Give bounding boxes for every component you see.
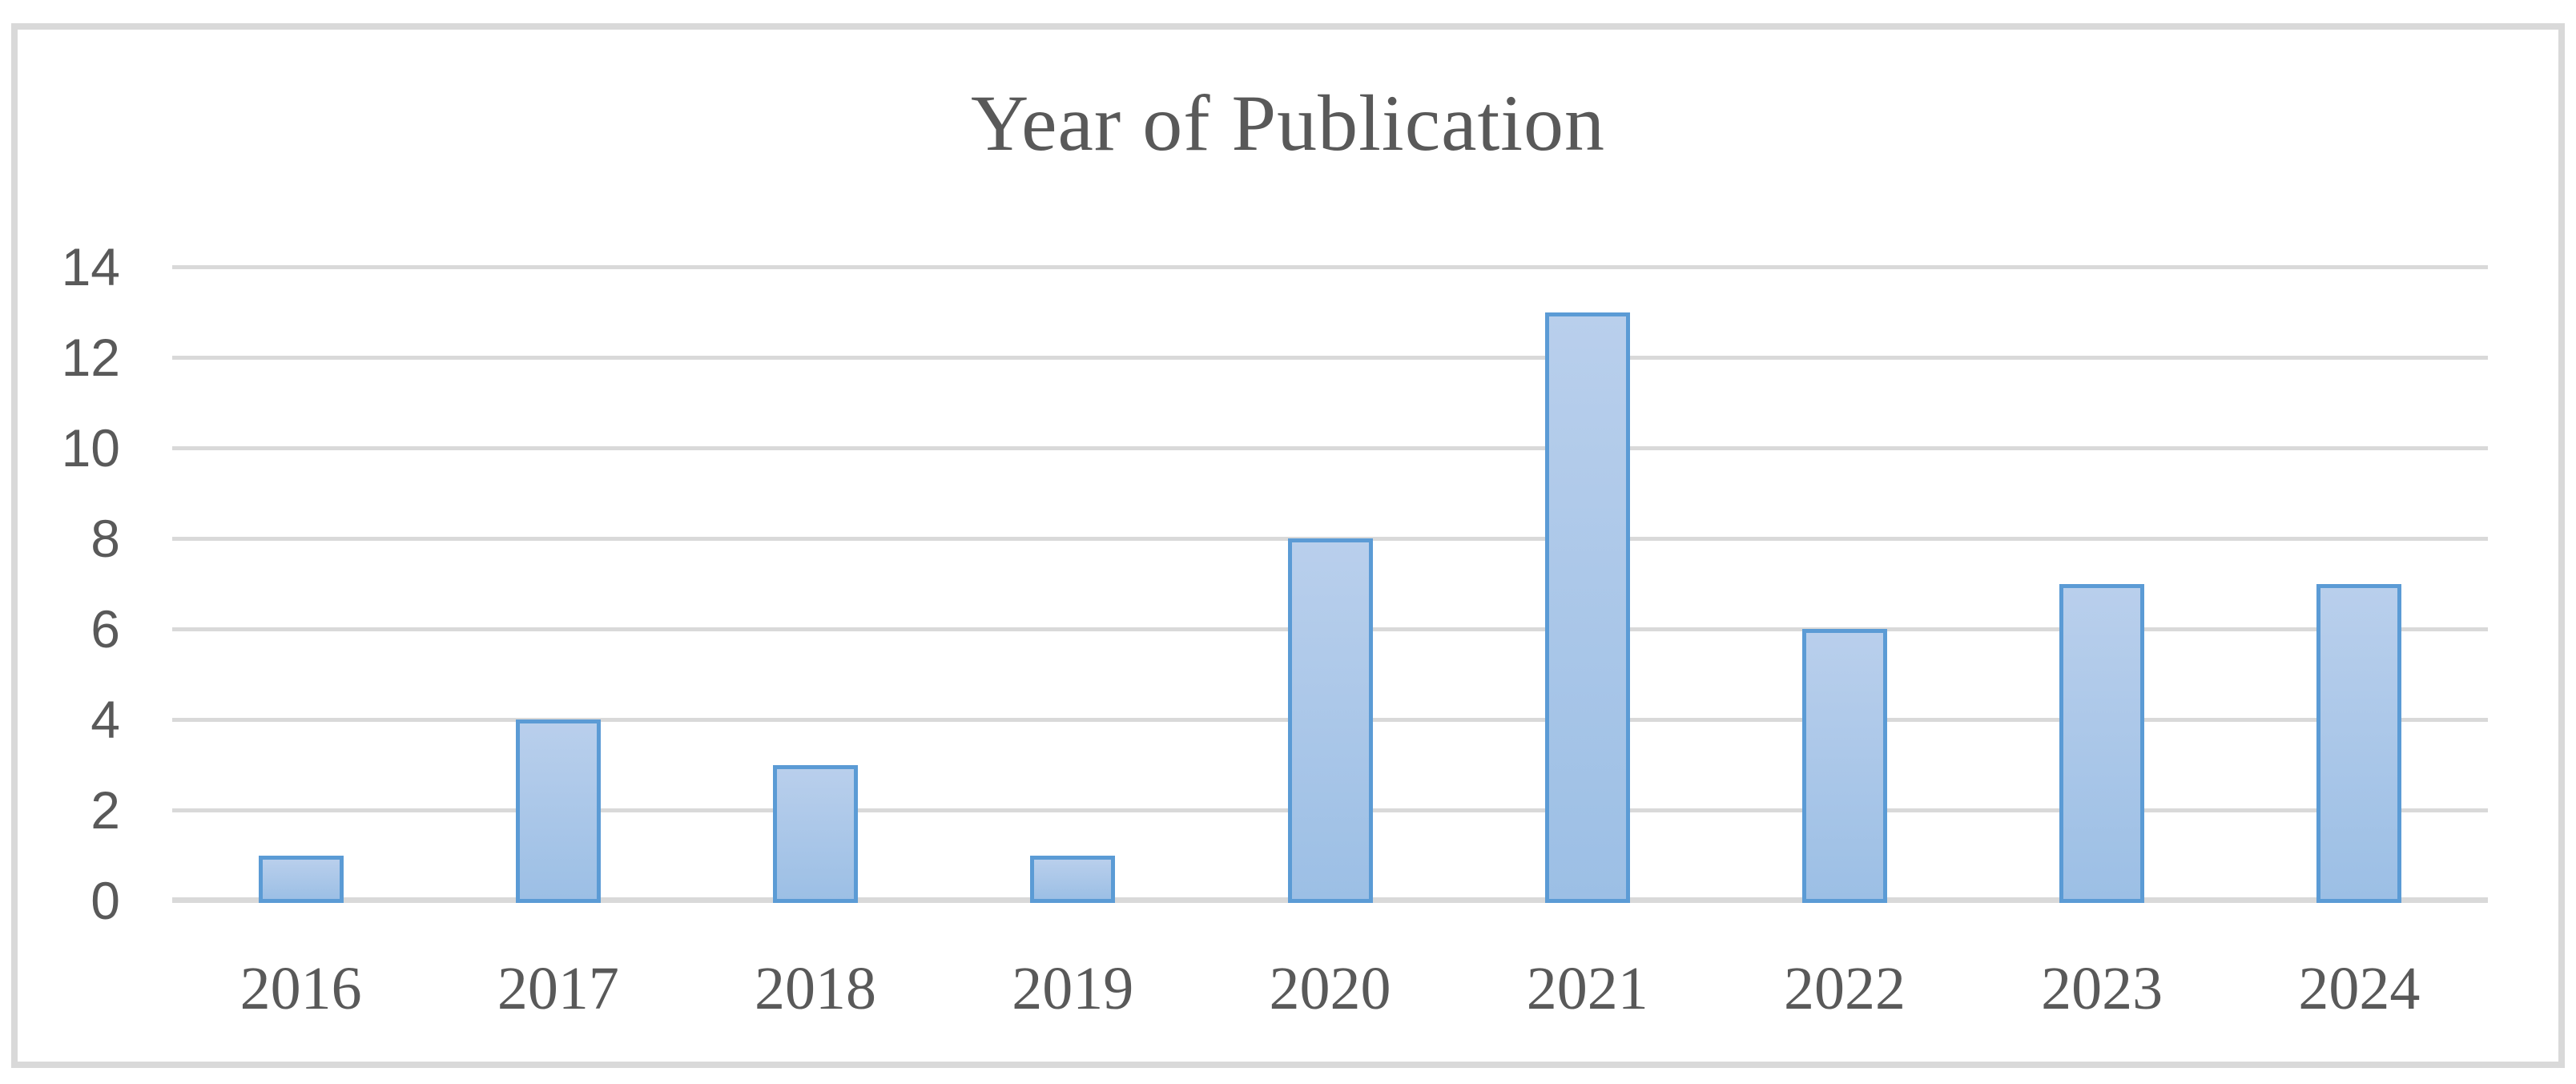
x-tick-label-2021: 2021 <box>1526 955 1648 1022</box>
bar-2023 <box>2059 583 2145 903</box>
y-tick-label-4: 4 <box>91 690 120 749</box>
gridline-14 <box>172 264 2488 269</box>
y-tick-label-0: 0 <box>91 871 120 930</box>
bar-2019 <box>1030 855 1116 903</box>
bar-2017 <box>515 719 601 903</box>
y-tick-label-8: 8 <box>91 509 120 568</box>
bar-2020 <box>1287 538 1373 903</box>
y-tick-label-10: 10 <box>61 418 120 478</box>
bar-2024 <box>2316 583 2402 903</box>
gridline-10 <box>172 445 2488 450</box>
gridline-12 <box>172 355 2488 360</box>
plot-area <box>172 264 2488 903</box>
x-tick-label-2024: 2024 <box>2298 955 2421 1022</box>
x-tick-label-2022: 2022 <box>1783 955 1906 1022</box>
y-tick-label-14: 14 <box>61 237 120 296</box>
x-tick-label-2019: 2019 <box>1012 955 1134 1022</box>
y-tick-label-6: 6 <box>91 599 120 659</box>
y-tick-label-12: 12 <box>61 328 120 387</box>
bar-2016 <box>258 855 344 903</box>
x-tick-label-2018: 2018 <box>755 955 877 1022</box>
bar-2018 <box>773 764 859 903</box>
chart-title: Year of Publication <box>970 79 1606 167</box>
bar-2021 <box>1544 312 1630 903</box>
x-tick-label-2016: 2016 <box>239 955 362 1022</box>
bar-2022 <box>1801 629 1887 903</box>
chart-frame-border: Year of Publication 14 12 10 8 6 4 2 0 2016 2017… <box>11 23 2565 1068</box>
x-tick-label-2017: 2017 <box>497 955 619 1022</box>
x-tick-label-2023: 2023 <box>2041 955 2163 1022</box>
y-tick-label-2: 2 <box>91 780 120 840</box>
x-tick-label-2020: 2020 <box>1269 955 1391 1022</box>
